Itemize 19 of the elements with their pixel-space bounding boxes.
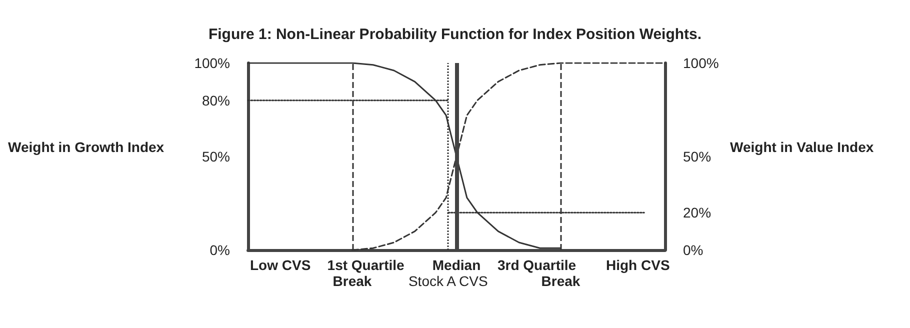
y2-tick-label: 0%	[683, 242, 704, 258]
y2-tick-label: 50%	[683, 148, 712, 164]
ref-line-label: Break	[541, 273, 580, 289]
y-tick-label: 80%	[202, 92, 230, 108]
y-axis-title: Weight in Growth Index	[8, 139, 164, 155]
y2-axis-title: Weight in Value Index	[730, 139, 874, 155]
y-tick-label: 0%	[210, 242, 230, 258]
y-tick-label: 100%	[194, 55, 230, 71]
ref-line-label: Break	[332, 273, 372, 289]
x-tick-label: Median	[432, 257, 481, 273]
y2-tick-label: 100%	[683, 55, 719, 71]
y2-tick-label: 20%	[683, 204, 712, 221]
chart-title: Figure 1: Non-Linear Probability Function for Index Position Weights.	[208, 26, 702, 43]
x-tick-label: 1st Quartile	[327, 257, 405, 273]
y-tick-label: 50%	[202, 148, 230, 164]
x-tick-label: High CVS	[606, 257, 670, 273]
x-tick-label: Low CVS	[250, 257, 311, 273]
x-tick-label: 3rd Quartile	[497, 257, 576, 273]
ref-line-label: Stock A CVS	[408, 273, 488, 289]
